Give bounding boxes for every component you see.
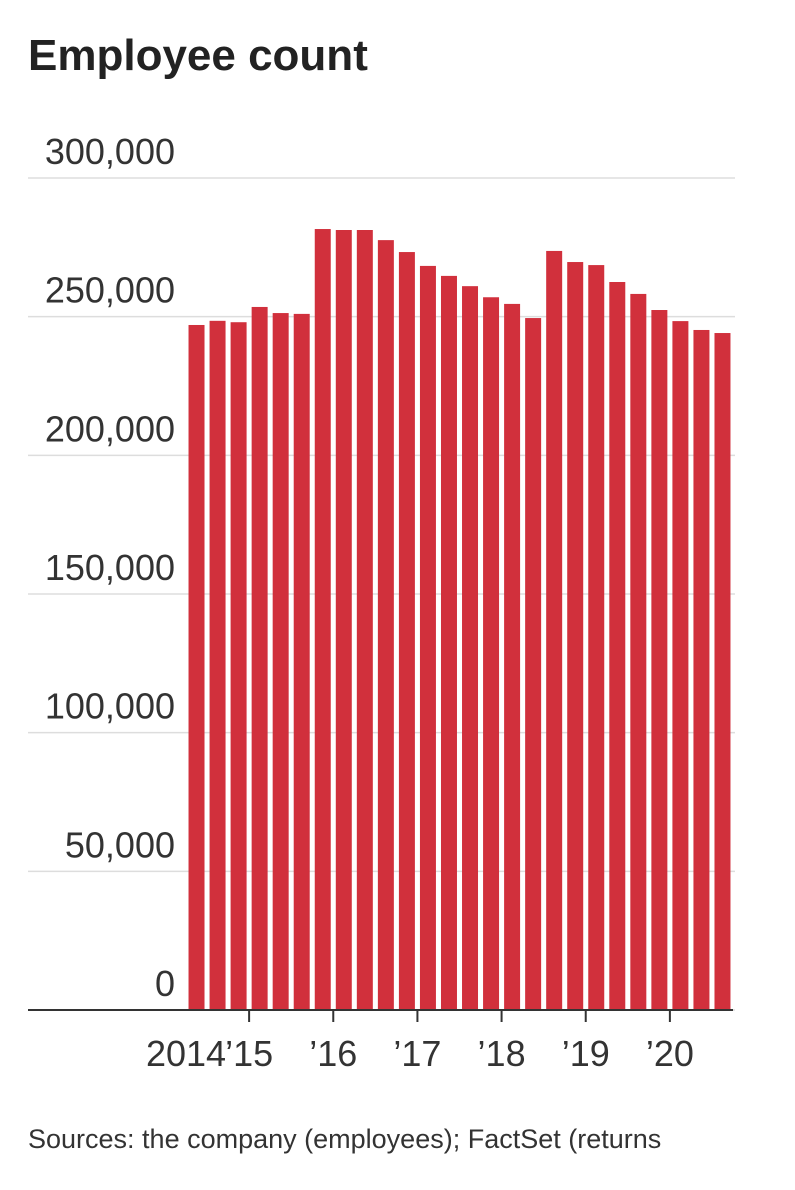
bar [672, 321, 689, 1010]
bar [630, 293, 647, 1011]
x-tick-label: ’15 [225, 1033, 273, 1074]
bar [377, 240, 394, 1010]
bar [188, 324, 205, 1010]
bar [293, 313, 310, 1011]
bar [419, 265, 436, 1010]
bar [356, 230, 373, 1010]
bar [546, 250, 563, 1010]
bar [230, 322, 247, 1010]
x-tick-label: ’19 [562, 1033, 610, 1074]
bar [440, 275, 457, 1010]
bar [651, 310, 668, 1010]
bar [567, 262, 584, 1011]
y-tick-label: 50,000 [65, 824, 175, 865]
x-tick-label: 2014 [146, 1033, 226, 1074]
y-tick-label: 150,000 [45, 547, 175, 588]
bar [335, 230, 352, 1010]
x-tick-label: ’17 [393, 1033, 441, 1074]
bar [483, 297, 500, 1011]
y-tick-label: 300,000 [45, 131, 175, 172]
bar [209, 320, 226, 1010]
bar [525, 318, 542, 1010]
x-tick-label: ’16 [309, 1033, 357, 1074]
y-tick-label: 0 [155, 963, 175, 1004]
source-note: Sources: the company (employees); FactSe… [28, 1124, 661, 1154]
bar [588, 265, 605, 1011]
bar [714, 333, 731, 1011]
x-tick-label: ’18 [478, 1033, 526, 1074]
bar [609, 282, 626, 1010]
chart-title: Employee count [28, 31, 368, 80]
y-tick-label: 250,000 [45, 270, 175, 311]
bar [251, 306, 268, 1011]
bar [398, 252, 415, 1011]
bar [504, 303, 521, 1011]
bar [272, 313, 289, 1010]
bar [693, 329, 710, 1011]
y-tick-label: 200,000 [45, 408, 175, 449]
bar [462, 286, 479, 1010]
y-tick-label: 100,000 [45, 686, 175, 727]
bar [314, 229, 331, 1011]
x-tick-label: ’20 [646, 1033, 694, 1074]
